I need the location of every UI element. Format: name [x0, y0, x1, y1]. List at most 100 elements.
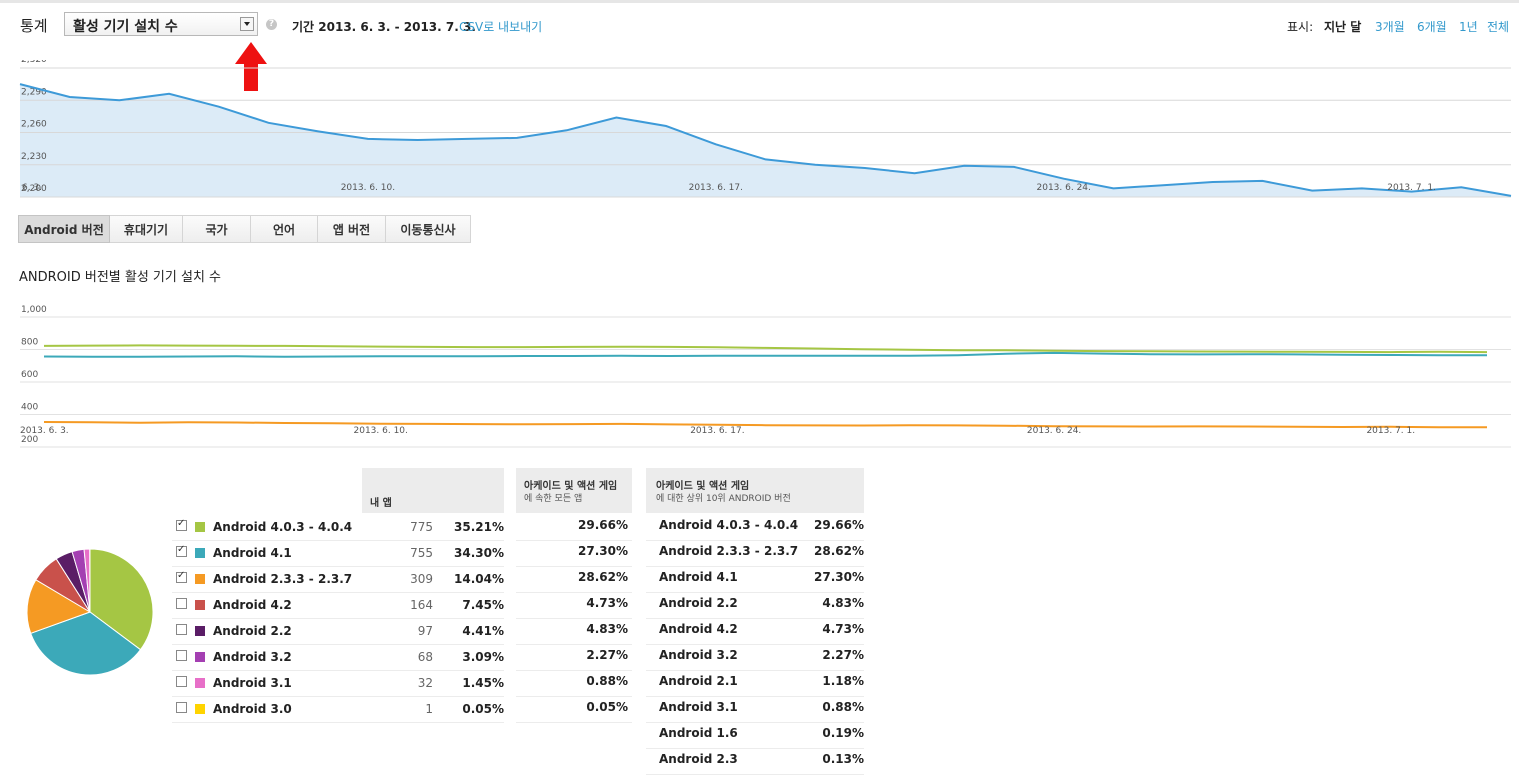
tab-app-version[interactable]: 앱 버전	[318, 215, 386, 243]
range-all[interactable]: 전체	[1487, 20, 1510, 34]
period-label: 기간	[292, 20, 315, 34]
chevron-down-icon[interactable]	[240, 17, 254, 31]
category-row: 4.73%	[516, 592, 632, 619]
stats-label: 통계	[20, 17, 48, 35]
tab-devices[interactable]: 휴대기기	[110, 215, 183, 243]
top-version-row: Android 1.6 0.19%	[646, 722, 864, 749]
overview-y-tick: 2,200	[21, 184, 47, 194]
series-checkbox[interactable]	[176, 676, 187, 687]
series-count: 1	[425, 702, 433, 716]
series-color-swatch	[195, 652, 205, 662]
top-version-name: Android 2.1	[659, 674, 738, 688]
version-x-tick: 2013. 7. 1.	[1366, 426, 1415, 436]
category-value: 0.05%	[586, 700, 628, 714]
version-x-tick: 2013. 6. 3.	[20, 426, 69, 436]
series-checkbox[interactable]	[176, 624, 187, 635]
top-version-value: 28.62%	[814, 544, 864, 558]
top-versions-header-subtitle: 에 대한 상위 10위 ANDROID 버전	[656, 494, 791, 504]
series-color-swatch	[195, 704, 205, 714]
top-border	[0, 0, 1519, 3]
top-version-name: Android 4.2	[659, 622, 738, 636]
help-icon[interactable]: ?	[266, 19, 277, 30]
series-checkbox[interactable]	[176, 518, 187, 531]
series-checkbox[interactable]	[176, 570, 187, 583]
top-version-row: Android 2.3.3 - 2.3.7 28.62%	[646, 540, 864, 567]
top-version-value: 0.88%	[822, 700, 864, 714]
legend-row: Android 2.3.3 - 2.3.7 309 14.04%	[172, 566, 504, 593]
series-name: Android 4.0.3 - 4.0.4	[213, 520, 353, 534]
legend-row: Android 4.1 755 34.30%	[172, 540, 504, 567]
series-percent: 7.45%	[462, 598, 504, 612]
top-version-value: 0.19%	[822, 726, 864, 740]
overview-y-tick: 2,320	[21, 60, 47, 65]
range-6-months[interactable]: 6개월	[1417, 20, 1447, 34]
series-count: 309	[410, 572, 433, 586]
top-version-name: Android 3.2	[659, 648, 738, 662]
top-version-row: Android 2.3 0.13%	[646, 748, 864, 775]
legend-row: Android 3.2 68 3.09%	[172, 644, 504, 671]
series-checkbox[interactable]	[176, 598, 187, 609]
range-last-month[interactable]: 지난 달	[1324, 20, 1362, 34]
overview-x-tick: 2013. 6. 17.	[689, 183, 743, 193]
top-version-value: 27.30%	[814, 570, 864, 584]
legend-row: Android 4.0.3 - 4.0.4 775 35.21%	[172, 514, 504, 541]
category-row: 0.88%	[516, 670, 632, 697]
period: 기간 2013. 6. 3. - 2013. 7. 3.	[292, 18, 476, 35]
section-title: ANDROID 버전별 활성 기기 설치 수	[19, 270, 221, 285]
category-value: 29.66%	[578, 518, 628, 532]
series-count: 775	[410, 520, 433, 534]
pie-slice	[26, 579, 92, 634]
tab-country[interactable]: 국가	[183, 215, 251, 243]
category-header-subtitle: 에 속한 모든 앱	[524, 494, 583, 504]
series-percent: 35.21%	[454, 520, 504, 534]
series-percent: 4.41%	[462, 624, 504, 638]
series-color-swatch	[195, 522, 205, 532]
top-version-row: Android 3.1 0.88%	[646, 696, 864, 723]
category-value: 28.62%	[578, 570, 628, 584]
category-value: 0.88%	[586, 674, 628, 688]
series-checkbox[interactable]	[176, 702, 187, 713]
version-x-tick: 2013. 6. 10.	[354, 426, 408, 436]
overview-x-tick: 6. 3.	[22, 183, 42, 193]
tab-language[interactable]: 언어	[251, 215, 318, 243]
category-value: 27.30%	[578, 544, 628, 558]
series-percent: 1.45%	[462, 676, 504, 690]
overview-area	[20, 84, 1511, 197]
tab-android-version[interactable]: Android 버전	[18, 215, 110, 243]
category-row: 0.05%	[516, 696, 632, 723]
top-version-name: Android 4.1	[659, 570, 738, 584]
top-version-row: Android 4.1 27.30%	[646, 566, 864, 593]
series-count: 32	[417, 676, 433, 690]
category-row: 28.62%	[516, 566, 632, 593]
range-1-year[interactable]: 1년	[1459, 20, 1478, 34]
csv-export-link[interactable]: CSV로 내보내기	[459, 20, 543, 34]
series-color-swatch	[195, 626, 205, 636]
series-checkbox[interactable]	[176, 544, 187, 557]
category-row: 4.83%	[516, 618, 632, 645]
version-x-tick: 2013. 6. 17.	[690, 426, 744, 436]
category-value: 4.73%	[586, 596, 628, 610]
dimension-tabs: Android 버전 휴대기기 국가 언어 앱 버전 이동통신사	[18, 215, 471, 243]
top-versions-header: 아케이드 및 액션 게임 에 대한 상위 10위 ANDROID 버전	[646, 468, 864, 513]
version-x-tick: 2013. 6. 24.	[1027, 426, 1081, 436]
display-label: 표시:	[1287, 20, 1314, 34]
legend-row: Android 2.2 97 4.41%	[172, 618, 504, 645]
top-version-value: 0.13%	[822, 752, 864, 766]
top-version-value: 1.18%	[822, 674, 864, 688]
series-count: 164	[410, 598, 433, 612]
series-count: 755	[410, 546, 433, 560]
version-y-tick: 200	[21, 435, 38, 445]
top-version-row: Android 4.0.3 - 4.0.4 29.66%	[646, 514, 864, 541]
range-3-months[interactable]: 3개월	[1375, 20, 1405, 34]
legend-row: Android 3.0 1 0.05%	[172, 696, 504, 723]
series-checkbox[interactable]	[176, 650, 187, 661]
top-version-value: 2.27%	[822, 648, 864, 662]
series-percent: 0.05%	[462, 702, 504, 716]
red-arrow-icon	[235, 42, 267, 91]
category-value: 2.27%	[586, 648, 628, 662]
metric-select[interactable]: 활성 기기 설치 수	[64, 12, 258, 36]
category-row: 27.30%	[516, 540, 632, 567]
tab-carrier[interactable]: 이동통신사	[386, 215, 471, 243]
top-version-value: 4.83%	[822, 596, 864, 610]
